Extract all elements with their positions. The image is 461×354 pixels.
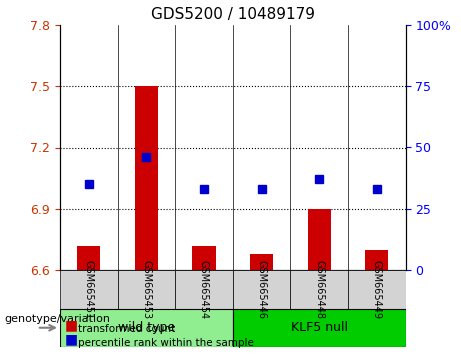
Bar	[308, 209, 331, 270]
Text: ■: ■	[65, 318, 77, 332]
FancyBboxPatch shape	[60, 309, 233, 347]
Bar	[135, 86, 158, 270]
FancyBboxPatch shape	[118, 270, 175, 309]
FancyBboxPatch shape	[290, 270, 348, 309]
Text: genotype/variation: genotype/variation	[5, 314, 111, 324]
FancyBboxPatch shape	[233, 270, 290, 309]
Text: GSM665448: GSM665448	[314, 260, 324, 319]
Text: GSM665453: GSM665453	[142, 260, 151, 319]
Text: ■: ■	[65, 332, 77, 346]
FancyBboxPatch shape	[233, 309, 406, 347]
Text: GSM665451: GSM665451	[84, 260, 94, 319]
Bar	[365, 250, 388, 270]
FancyBboxPatch shape	[60, 270, 118, 309]
Bar	[250, 254, 273, 270]
Text: GSM665454: GSM665454	[199, 260, 209, 319]
FancyBboxPatch shape	[175, 270, 233, 309]
Text: wild type: wild type	[118, 321, 175, 334]
Text: GSM665446: GSM665446	[257, 260, 266, 319]
Text: KLF5 null: KLF5 null	[291, 321, 348, 334]
Text: GSM665449: GSM665449	[372, 260, 382, 319]
Text: percentile rank within the sample: percentile rank within the sample	[78, 338, 254, 348]
Bar	[77, 246, 100, 270]
Text: transformed count: transformed count	[78, 324, 176, 334]
Bar	[193, 246, 216, 270]
Title: GDS5200 / 10489179: GDS5200 / 10489179	[151, 7, 315, 22]
FancyBboxPatch shape	[348, 270, 406, 309]
